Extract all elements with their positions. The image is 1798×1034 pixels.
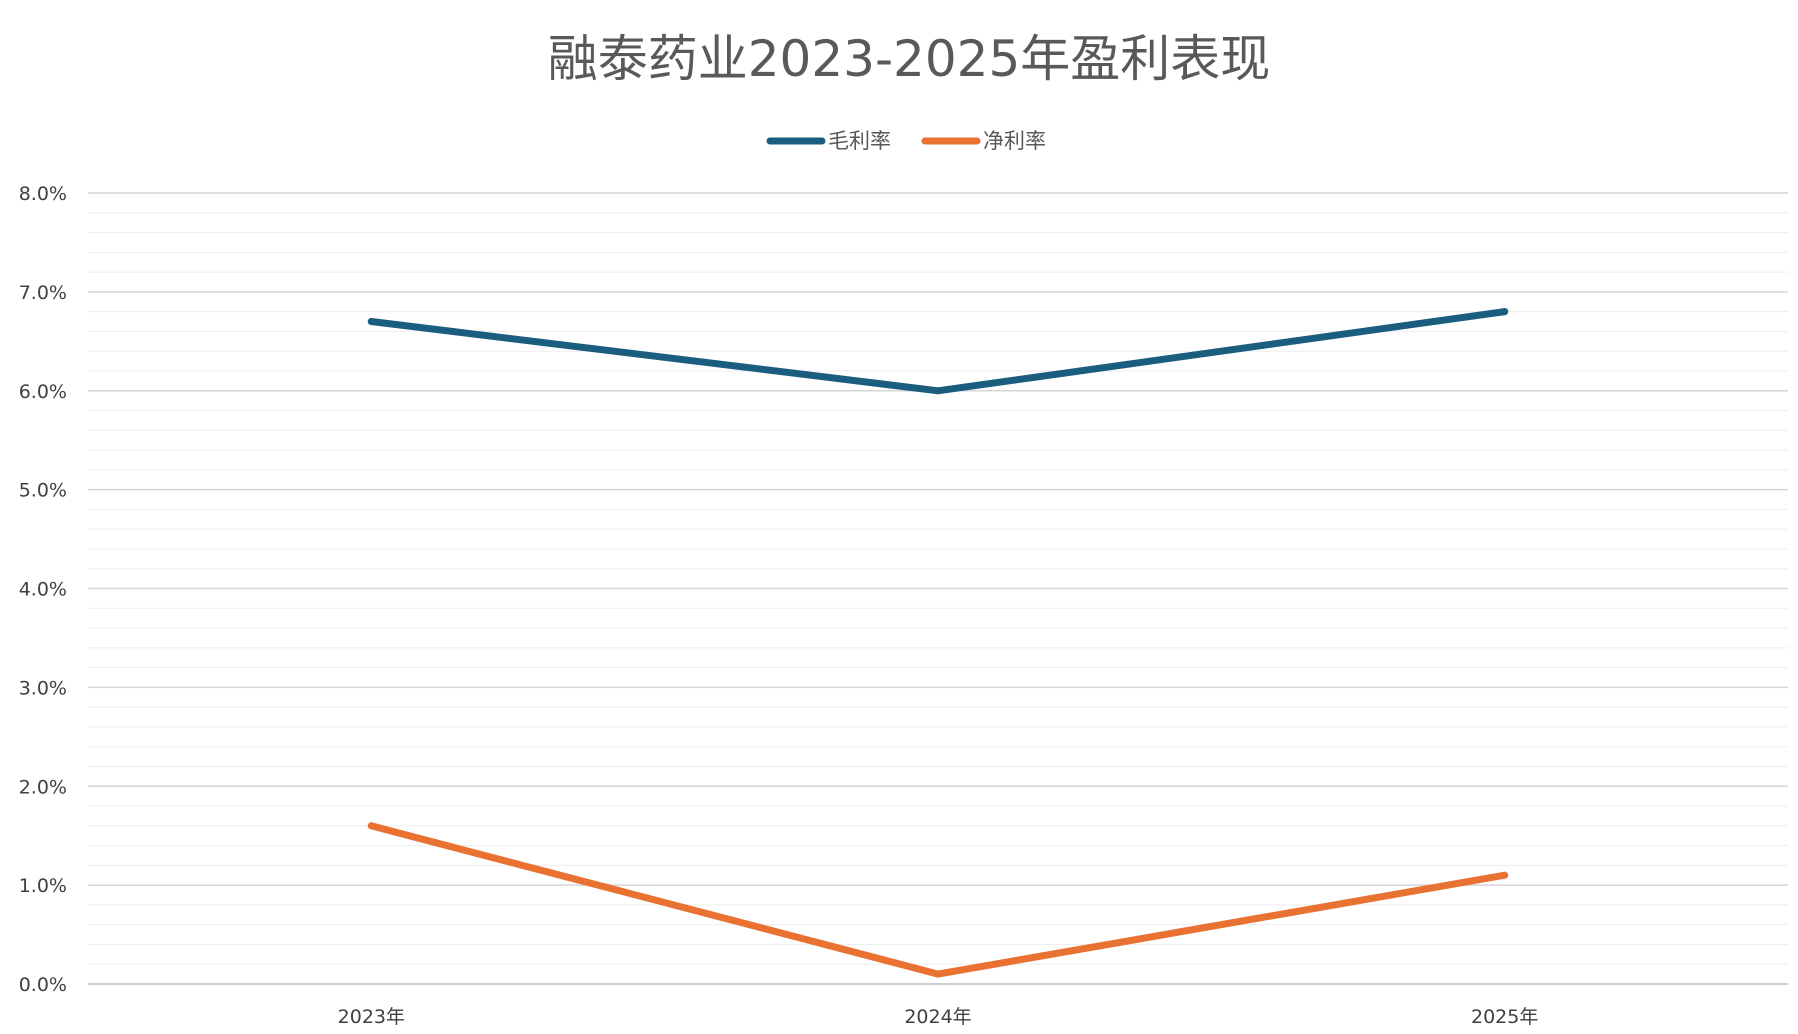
data-point — [367, 822, 375, 830]
chart-title: 融泰药业2023-2025年盈利表现 — [548, 30, 1271, 88]
y-tick-label: 7.0% — [19, 282, 67, 304]
y-tick-label: 2.0% — [19, 776, 67, 798]
x-tick-label: 2025年 — [1471, 1006, 1538, 1028]
legend-label: 净利率 — [983, 129, 1046, 153]
x-tick-label: 2024年 — [904, 1006, 971, 1028]
data-point — [367, 318, 375, 326]
y-axis: 0.0% 1.0% 2.0% 3.0% 4.0% 5.0% 6.0% 7.0% 8.0% — [19, 183, 67, 996]
y-tick-label: 0.0% — [19, 974, 67, 996]
y-tick-label: 5.0% — [19, 480, 67, 502]
y-tick-label: 8.0% — [19, 183, 67, 205]
legend-item-2: 净利率 — [921, 129, 1046, 153]
major-gridlines — [88, 192, 1788, 985]
series-layer — [367, 308, 1509, 978]
x-tick-label: 2023年 — [338, 1006, 405, 1028]
y-tick-label: 1.0% — [19, 875, 67, 897]
legend: 毛利率 净利率 — [766, 129, 1046, 153]
minor-gridlines — [88, 212, 1788, 965]
y-tick-label: 6.0% — [19, 381, 67, 403]
series-line-2 — [367, 822, 1509, 978]
data-point — [1501, 871, 1509, 879]
y-tick-label: 4.0% — [19, 579, 67, 601]
x-axis: 2023年 2024年 2025年 — [338, 1006, 1539, 1028]
legend-item-1: 毛利率 — [766, 129, 891, 153]
y-tick-label: 3.0% — [19, 677, 67, 699]
data-point — [934, 387, 942, 395]
data-point — [934, 970, 942, 978]
data-point — [1501, 308, 1509, 316]
legend-label: 毛利率 — [828, 129, 891, 153]
